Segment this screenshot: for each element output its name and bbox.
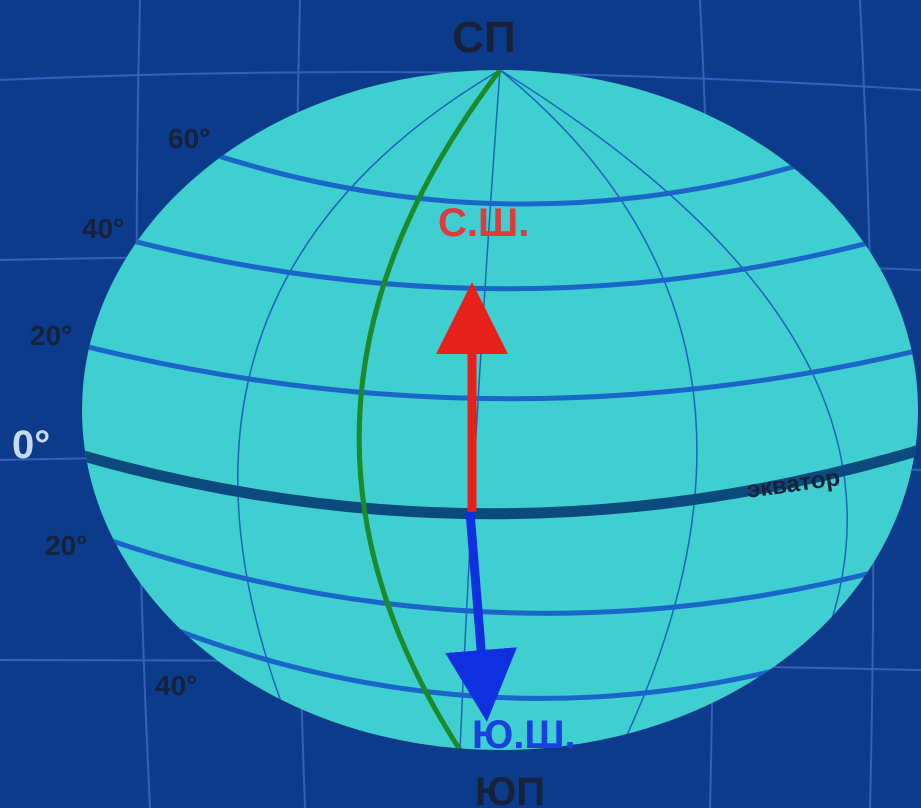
latitude-label: 40° [155,670,197,701]
north-pole-label: СП [452,13,515,62]
prime-meridian [356,70,502,750]
latitude-label: 20° [30,320,72,351]
latitude-label: 20° [45,530,87,561]
south-pole-label: ЮП [475,770,545,808]
latitude-label: 60° [168,123,210,154]
globe [82,70,918,750]
northern-hemisphere-label: С.Ш. [438,201,529,245]
southern-hemisphere-label: Ю.Ш. [472,713,576,757]
latitude-label: 0° [12,423,50,467]
latitude-label: 40° [82,213,124,244]
equator-line [82,444,918,520]
south-arrow [445,511,517,722]
